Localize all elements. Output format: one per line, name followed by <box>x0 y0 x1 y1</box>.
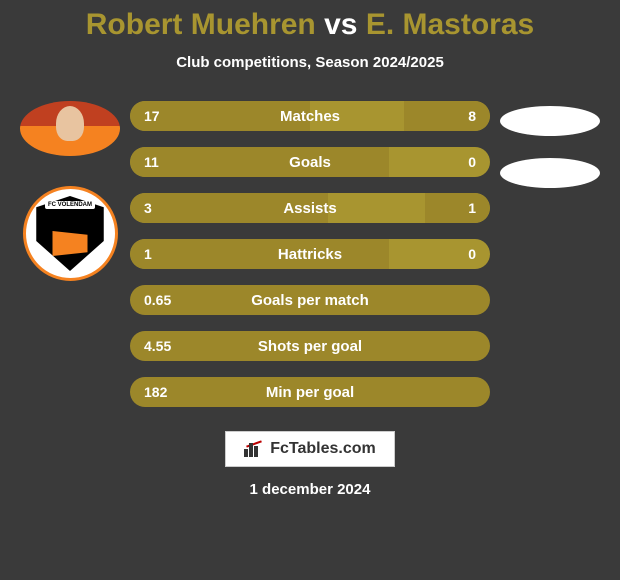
bar-label: Assists <box>283 200 336 217</box>
stat-bar: 11 Goals 0 <box>130 147 490 177</box>
brand-box: FcTables.com <box>225 431 395 467</box>
bar-value-left: 1 <box>144 246 152 262</box>
stat-bar: 17 Matches 8 <box>130 101 490 131</box>
bar-label: Shots per goal <box>258 338 362 355</box>
stat-bar: 0.65 Goals per match <box>130 285 490 315</box>
bar-value-left: 182 <box>144 384 167 400</box>
bar-fill-right <box>425 193 490 223</box>
stat-bar: 182 Min per goal <box>130 377 490 407</box>
club-badge-left: FC VOLENDAM <box>23 186 118 281</box>
stats-bars: 17Matches811Goals03Assists11Hattricks00.… <box>130 101 490 407</box>
bar-fill-right <box>404 101 490 131</box>
club-name-text: FC VOLENDAM <box>45 201 95 209</box>
bar-value-left: 11 <box>144 154 159 170</box>
stat-bar: 4.55 Shots per goal <box>130 331 490 361</box>
stat-bar: 3 Assists 1 <box>130 193 490 223</box>
footer: FcTables.com 1 december 2024 <box>0 431 620 498</box>
bar-value-right: 8 <box>468 108 476 124</box>
bar-value-left: 17 <box>144 108 160 124</box>
bar-fill-left <box>130 147 389 177</box>
content-row: FC VOLENDAM 17Matches811Goals03Assists11… <box>0 101 620 407</box>
bar-label: Matches <box>280 108 340 125</box>
date-text: 1 december 2024 <box>250 481 371 498</box>
bar-label: Min per goal <box>266 384 354 401</box>
club-badge-right <box>500 158 600 188</box>
left-column: FC VOLENDAM <box>10 101 130 281</box>
bar-value-left: 4.55 <box>144 338 171 354</box>
page-title: Robert Muehren vs E. Mastoras <box>0 8 620 42</box>
title-vs: vs <box>324 8 357 41</box>
stat-bar: 1 Hattricks 0 <box>130 239 490 269</box>
brand-chart-icon <box>244 441 264 457</box>
bar-value-left: 3 <box>144 200 152 216</box>
brand-text: FcTables.com <box>270 440 376 458</box>
title-player-left: Robert Muehren <box>86 8 316 41</box>
bar-value-right: 0 <box>468 246 476 262</box>
bar-value-right: 0 <box>468 154 476 170</box>
bar-label: Hattricks <box>278 246 342 263</box>
right-column <box>490 101 610 188</box>
comparison-container: Robert Muehren vs E. Mastoras Club compe… <box>0 0 620 580</box>
bar-label: Goals <box>289 154 331 171</box>
bar-fill-left <box>130 239 389 269</box>
bar-value-left: 0.65 <box>144 292 171 308</box>
avatar-head-shape <box>56 106 84 141</box>
title-player-right: E. Mastoras <box>366 8 534 41</box>
club-flag-icon <box>53 231 88 256</box>
player-left-avatar <box>20 101 120 156</box>
subtitle: Club competitions, Season 2024/2025 <box>0 54 620 71</box>
player-right-avatar <box>500 106 600 136</box>
bar-value-right: 1 <box>468 200 476 216</box>
bar-label: Goals per match <box>251 292 369 309</box>
